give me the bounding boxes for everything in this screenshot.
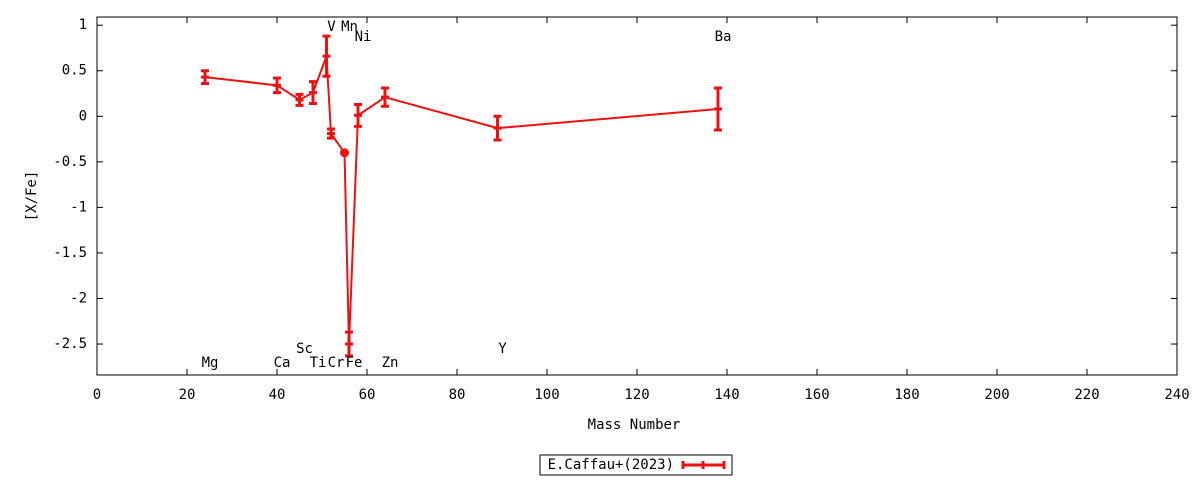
point-label: Ni	[355, 29, 372, 45]
y-tick-label: 1	[79, 17, 87, 33]
y-tick-label: -2	[70, 290, 87, 306]
plot-frame	[96, 16, 1178, 376]
point-label: Mg	[202, 355, 219, 371]
point-label: Ba	[715, 29, 732, 45]
error-bar	[309, 80, 317, 106]
point-label: Sc	[296, 341, 313, 357]
legend-label: E.Caffau+(2023)	[548, 457, 674, 473]
error-bar	[322, 34, 331, 78]
y-tick-label: 0.5	[62, 63, 87, 79]
x-tick-label: 240	[1164, 387, 1189, 403]
error-bar	[381, 86, 389, 108]
point-label: Y	[498, 341, 507, 357]
x-tick-label: 220	[1074, 387, 1099, 403]
point-label: Cr	[328, 355, 345, 371]
x-tick-label: 40	[269, 387, 286, 403]
legend-box	[539, 454, 733, 476]
error-bar	[714, 86, 722, 132]
error-bar	[493, 114, 502, 142]
point-label: Zn	[382, 355, 399, 371]
y-tick-label: -1.5	[53, 245, 87, 261]
point-label: Ca	[274, 355, 291, 371]
y-tick-label: -1	[70, 199, 87, 215]
series-line	[204, 55, 719, 345]
error-bar	[295, 92, 304, 107]
error-bar	[327, 127, 335, 140]
point-label: Mn	[341, 19, 358, 35]
x-tick-label: 200	[984, 387, 1009, 403]
error-bar	[273, 76, 281, 95]
x-tick-label: 180	[894, 387, 919, 403]
point-label: Fe	[346, 355, 363, 371]
error-bar	[345, 330, 353, 358]
x-tick-label: 100	[534, 387, 559, 403]
point-label: V	[327, 19, 336, 35]
x-tick-label: 60	[359, 387, 376, 403]
point-label: Ti	[310, 355, 327, 371]
x-axis-label: Mass Number	[588, 417, 681, 433]
x-tick-label: 0	[93, 387, 101, 403]
y-axis-label: [X/Fe]	[24, 171, 40, 222]
x-tick-label: 120	[624, 387, 649, 403]
x-tick-label: 20	[179, 387, 196, 403]
x-tick-label: 80	[449, 387, 466, 403]
x-tick-label: 160	[804, 387, 829, 403]
error-bar	[201, 69, 209, 85]
error-bar	[354, 102, 362, 128]
x-tick-label: 140	[714, 387, 739, 403]
point	[340, 148, 349, 158]
y-tick-label: -2.5	[53, 336, 87, 352]
y-tick-label: 0	[79, 108, 87, 124]
legend-swatch	[681, 461, 726, 469]
y-tick-label: -0.5	[53, 154, 87, 170]
